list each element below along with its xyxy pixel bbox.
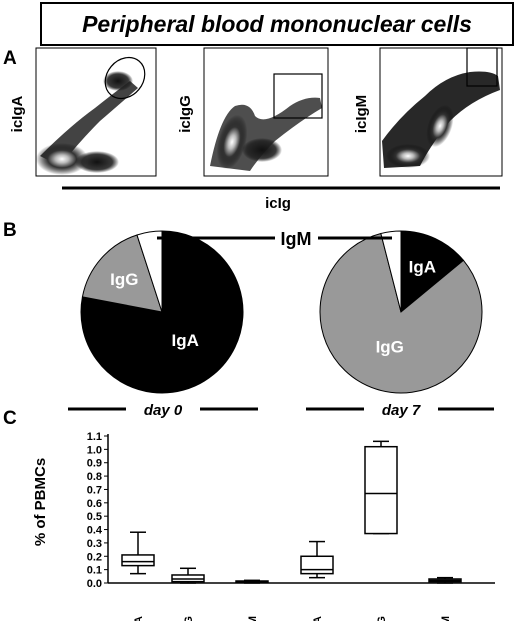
x-tick-label: icIgG xyxy=(183,616,195,621)
box-iciga-day0 xyxy=(121,531,155,575)
pie-slice-igg xyxy=(319,232,483,394)
x-tick-label: icIgA xyxy=(312,616,324,621)
panel-b-pie-charts: IgA IgG IgA IgG IgM day 0 day 7 xyxy=(68,229,494,418)
igm-label: IgM xyxy=(281,229,312,249)
figure-title: Peripheral blood mononuclear cells xyxy=(82,10,472,37)
pie-label-iga: IgA xyxy=(409,258,436,277)
pie-slice-igm xyxy=(380,230,402,313)
y-tick-label: 0.4 xyxy=(87,525,103,537)
flow-plot-icigg: icIgG xyxy=(177,47,329,177)
pie-label-igg: IgG xyxy=(376,338,404,357)
box-icigm-day7 xyxy=(428,576,462,584)
pie-slice-igg xyxy=(81,234,163,313)
pie-label-igg: IgG xyxy=(110,270,138,289)
pie-slice-igm xyxy=(136,230,163,313)
y-tick-label: 0.7 xyxy=(87,484,102,496)
figure-title-box: Peripheral blood mononuclear cells xyxy=(40,2,514,46)
gate-rectangle xyxy=(466,47,498,87)
panel-c-box-plot: % of PBMCs 0.00.1 0.20.30.4 0.50.6 0.70.80.… xyxy=(32,431,495,621)
panel-label-c: C xyxy=(3,408,17,429)
pie-chart-day-0: IgA IgG xyxy=(80,230,244,394)
box-icigg-day7 xyxy=(364,440,398,535)
flow-ylabel-icigm: icIgM xyxy=(353,95,370,133)
flow-plot-iciga: icIgA xyxy=(9,47,157,177)
box-iqr xyxy=(300,555,334,575)
pie-label-iga: IgA xyxy=(172,331,199,350)
y-tick-label: 0.1 xyxy=(87,565,102,577)
y-tick-label: 0.2 xyxy=(87,551,102,563)
pie-chart-day-7: IgA IgG xyxy=(319,230,483,394)
y-tick-label: 1.0 xyxy=(87,444,102,456)
flow-ylabel-icigg: icIgG xyxy=(177,95,194,133)
panel-a-flow-plots: icIgA icIgG icIgM icIg xyxy=(9,47,503,212)
x-tick-label: icIgM xyxy=(247,616,259,621)
y-tick-label: 0.3 xyxy=(87,538,102,550)
y-tick-label: 0.8 xyxy=(87,471,102,483)
boxplot-y-axis: 0.00.1 0.20.30.4 0.50.6 0.70.80.9 1.01.1 xyxy=(87,431,495,590)
gate-rectangle xyxy=(273,73,323,119)
box-iqr xyxy=(121,554,155,567)
flow-plot-icigm: icIgM xyxy=(353,47,503,177)
pie-title-day-7: day 7 xyxy=(382,402,421,418)
y-tick-label: 0.6 xyxy=(87,498,102,510)
box-icigg-day0 xyxy=(171,567,205,584)
box-icigm-day0 xyxy=(235,579,269,584)
pie-title-day-0: day 0 xyxy=(144,402,183,418)
y-tick-label: 0.5 xyxy=(87,511,102,523)
y-tick-label: 1.1 xyxy=(87,431,102,443)
x-tick-label: icIgA xyxy=(133,616,145,621)
boxplot-boxes xyxy=(121,440,462,584)
flow-xlabel: icIg xyxy=(265,195,291,212)
x-tick-label: icIgM xyxy=(440,616,452,621)
box-iciga-day7 xyxy=(300,540,334,579)
y-tick-label: 0.9 xyxy=(87,458,102,470)
pie-slice-iga xyxy=(400,230,465,314)
x-tick-label: icIgG xyxy=(376,616,388,621)
boxplot-ylabel: % of PBMCs xyxy=(32,458,49,546)
gate-ellipse xyxy=(104,56,146,100)
box-iqr xyxy=(364,445,398,535)
y-tick-label: 0.0 xyxy=(87,578,102,590)
boxplot-x-labels: icIgA icIgG icIgM icIgA icIgG icIgM xyxy=(133,616,452,621)
panel-label-b: B xyxy=(3,220,17,241)
panel-label-a: A xyxy=(3,48,17,69)
flow-ylabel-iciga: icIgA xyxy=(9,96,26,133)
